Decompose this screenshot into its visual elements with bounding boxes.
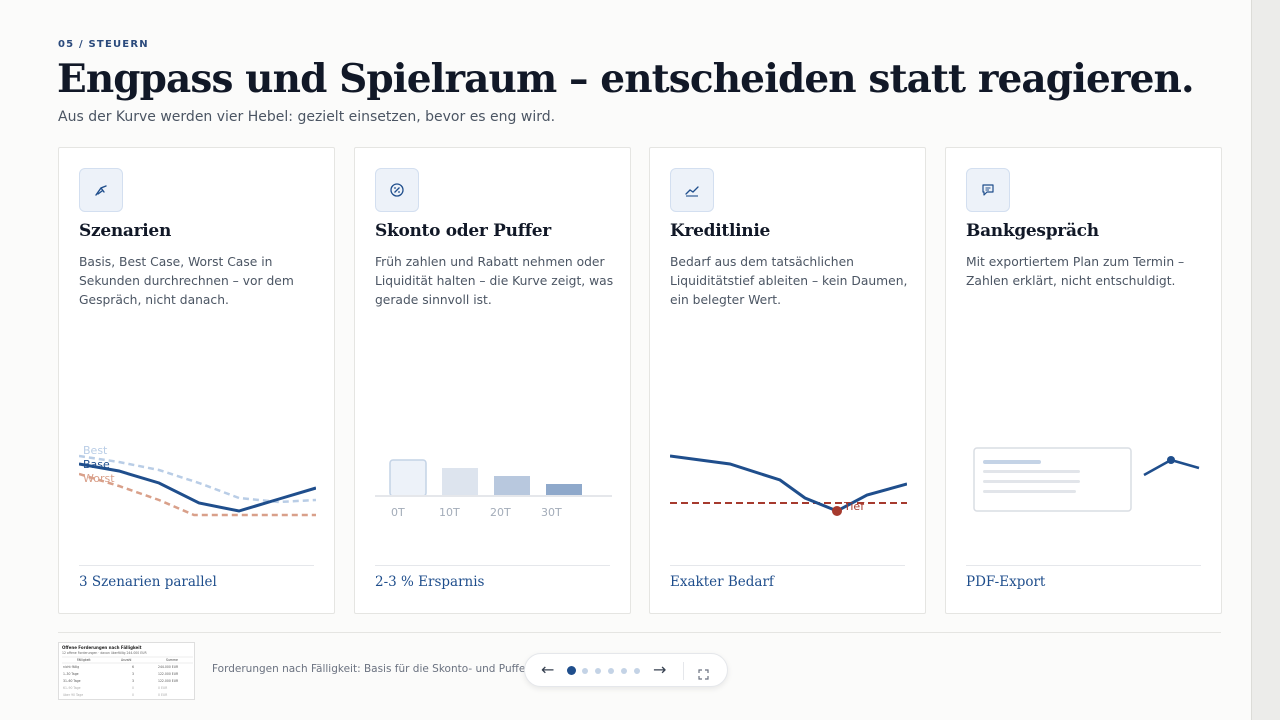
worst-line xyxy=(79,472,316,517)
pager-dot-6[interactable] xyxy=(634,668,640,674)
low-point-marker xyxy=(832,506,842,516)
pager-separator xyxy=(683,662,684,680)
chat-icon xyxy=(966,168,1010,212)
thumb-cell: 0 EUR xyxy=(158,686,168,690)
thumb-header: Summe xyxy=(166,658,178,662)
page-subtitle: Aus der Kurve werden vier Hebel: gezielt… xyxy=(58,109,556,125)
thumb-cell: 0 EUR xyxy=(158,693,168,697)
thumbnail-receivables[interactable]: Offene Forderungen nach Fälligkeit 12 of… xyxy=(58,642,195,700)
thumb-cell: 1–30 Tage xyxy=(63,672,79,676)
footer-divider xyxy=(58,632,1221,633)
thumb-cell: 6 xyxy=(132,665,134,669)
credit-line-chart: Tief xyxy=(670,454,907,516)
line-chart-icon xyxy=(670,168,714,212)
pager-dot-4[interactable] xyxy=(608,668,614,674)
base-line xyxy=(79,462,316,513)
thumb-cell: 0 xyxy=(132,686,134,690)
pager-dot-1[interactable] xyxy=(567,666,576,675)
thumb-cell: 122.000 EUR xyxy=(158,679,179,683)
next-slide-button[interactable]: → xyxy=(653,660,667,679)
card-title: Skonto oder Puffer xyxy=(375,221,551,241)
card-metric: Exakter Bedarf xyxy=(670,574,774,590)
tick-label: 10T xyxy=(439,506,460,519)
pager-dot-2[interactable] xyxy=(582,668,588,674)
thumb-cell: über 90 Tage xyxy=(63,693,83,697)
best-line xyxy=(79,454,316,504)
document-preview xyxy=(973,447,1132,512)
worst-label: Worst xyxy=(83,472,115,485)
thumbnail-caption: Forderungen nach Fälligkeit: Basis für d… xyxy=(212,663,530,675)
thumb-cell: 3 xyxy=(132,672,134,676)
pager-dot-3[interactable] xyxy=(595,668,601,674)
card-szenarien: Szenarien Basis, Best Case, Worst Case i… xyxy=(58,147,335,614)
thumb-header: Fälligkeit xyxy=(77,658,91,662)
thumb-cell: 3 xyxy=(132,679,134,683)
thumb-title: Offene Forderungen nach Fälligkeit xyxy=(62,645,142,650)
card-description: Früh zahlen und Rabatt nehmen oder Liqui… xyxy=(375,255,614,307)
thumb-cell: 61–90 Tage xyxy=(63,686,81,690)
card-metric: 2-3 % Ersparnis xyxy=(375,574,485,590)
card-title: Kreditlinie xyxy=(670,221,770,241)
base-label: Base xyxy=(83,458,110,471)
card-title: Bankgespräch xyxy=(966,221,1099,241)
tick-label: 0T xyxy=(391,506,405,519)
divider xyxy=(375,565,610,566)
thumb-cell: nicht fällig xyxy=(63,665,79,669)
best-label: Best xyxy=(83,444,108,457)
thumb-cell: 0 xyxy=(132,693,134,697)
scenario-chart: Best Base Worst xyxy=(79,444,316,517)
prev-slide-button[interactable]: ← xyxy=(541,660,555,679)
tick-label: 30T xyxy=(541,506,562,519)
pager-dot-5[interactable] xyxy=(621,668,627,674)
trend-arrow-icon xyxy=(79,168,123,212)
thumb-cell: 31–60 Tage xyxy=(63,679,81,683)
divider xyxy=(670,565,905,566)
thumb-cell: 122.000 EUR xyxy=(158,672,179,676)
bar-0t xyxy=(389,459,427,497)
card-bankgespraech: Bankgespräch Mit exportiertem Plan zum T… xyxy=(945,147,1222,614)
card-description: Basis, Best Case, Worst Case in Sekunden… xyxy=(79,255,294,307)
card-description: Bedarf aus dem tatsächlichen Liquiditäts… xyxy=(670,255,908,307)
thumb-cell: 244.000 EUR xyxy=(158,665,179,669)
card-metric: PDF-Export xyxy=(966,574,1046,590)
low-label: Tief xyxy=(843,500,865,513)
liquidity-line xyxy=(670,454,907,513)
card-title: Szenarien xyxy=(79,221,172,241)
section-eyebrow: 05 / STEUERN xyxy=(58,39,149,50)
divider xyxy=(966,565,1201,566)
bar-30t xyxy=(546,484,582,496)
card-kreditlinie: Kreditlinie Bedarf aus dem tatsächlichen… xyxy=(649,147,926,614)
tick-label: 20T xyxy=(490,506,511,519)
slide: 05 / STEUERN Engpass und Spielraum – ent… xyxy=(0,0,1252,720)
divider xyxy=(79,565,314,566)
fullscreen-icon[interactable] xyxy=(698,665,709,684)
thumb-subtitle: 12 offene Forderungen · davon überfällig… xyxy=(62,651,147,655)
pdf-export-preview xyxy=(973,447,1200,512)
card-metric: 3 Szenarien parallel xyxy=(79,574,217,590)
bar-10t xyxy=(442,468,478,496)
card-skonto: Skonto oder Puffer Früh zahlen und Rabat… xyxy=(354,147,631,614)
percent-icon xyxy=(375,168,419,212)
bar-20t xyxy=(494,476,530,496)
skonto-bar-chart: 0T 10T 20T 30T xyxy=(375,459,612,519)
page-title: Engpass und Spielraum – entscheiden stat… xyxy=(57,56,1195,102)
card-description: Mit exportiertem Plan zum Termin – Zahle… xyxy=(966,255,1185,288)
thumb-header: Anzahl xyxy=(121,658,132,662)
slide-pager: ← → xyxy=(524,653,728,687)
